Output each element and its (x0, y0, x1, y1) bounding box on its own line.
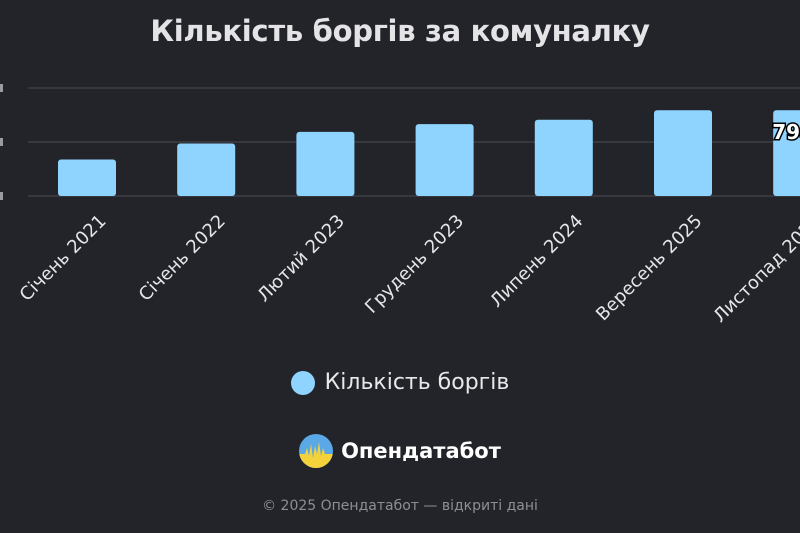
y-tick-mark (0, 138, 3, 146)
bar[interactable] (534, 119, 593, 196)
y-tick-mark (0, 192, 3, 200)
brand: Опендатабот (0, 434, 800, 468)
opendatabot-logo-icon (299, 434, 334, 468)
x-tick-label: Вересень 2025 (592, 211, 706, 325)
y-tick-mark (0, 84, 3, 92)
chart-title: Кількість боргів за комуналку (150, 14, 650, 48)
brand-name: Опендатабот (341, 439, 501, 463)
bar-chart: Січень 2021 Січень 2022 Лютий 2023 Грудень … (0, 84, 800, 327)
x-tick-label: Листопад 2025 (709, 211, 800, 327)
x-tick-label: Січень 2021 (16, 211, 111, 306)
legend[interactable]: Кількість боргів (0, 370, 800, 395)
x-tick-label: Липень 2024 (486, 211, 587, 312)
x-tick-label: Грудень 2023 (361, 211, 468, 318)
legend-label: Кількість боргів (324, 370, 510, 395)
bar[interactable] (296, 131, 355, 196)
legend-swatch (290, 370, 315, 395)
bar[interactable] (177, 143, 236, 196)
footer-text: © 2025 Опендатабот — відкриті дані (262, 498, 538, 514)
bar[interactable] (415, 124, 474, 196)
x-tick-label: Січень 2022 (135, 211, 230, 306)
x-tick-label: Лютий 2023 (253, 211, 349, 307)
bar[interactable] (773, 110, 800, 196)
bar[interactable] (654, 110, 712, 196)
data-label: 794 (772, 120, 800, 144)
bar[interactable] (58, 159, 116, 196)
